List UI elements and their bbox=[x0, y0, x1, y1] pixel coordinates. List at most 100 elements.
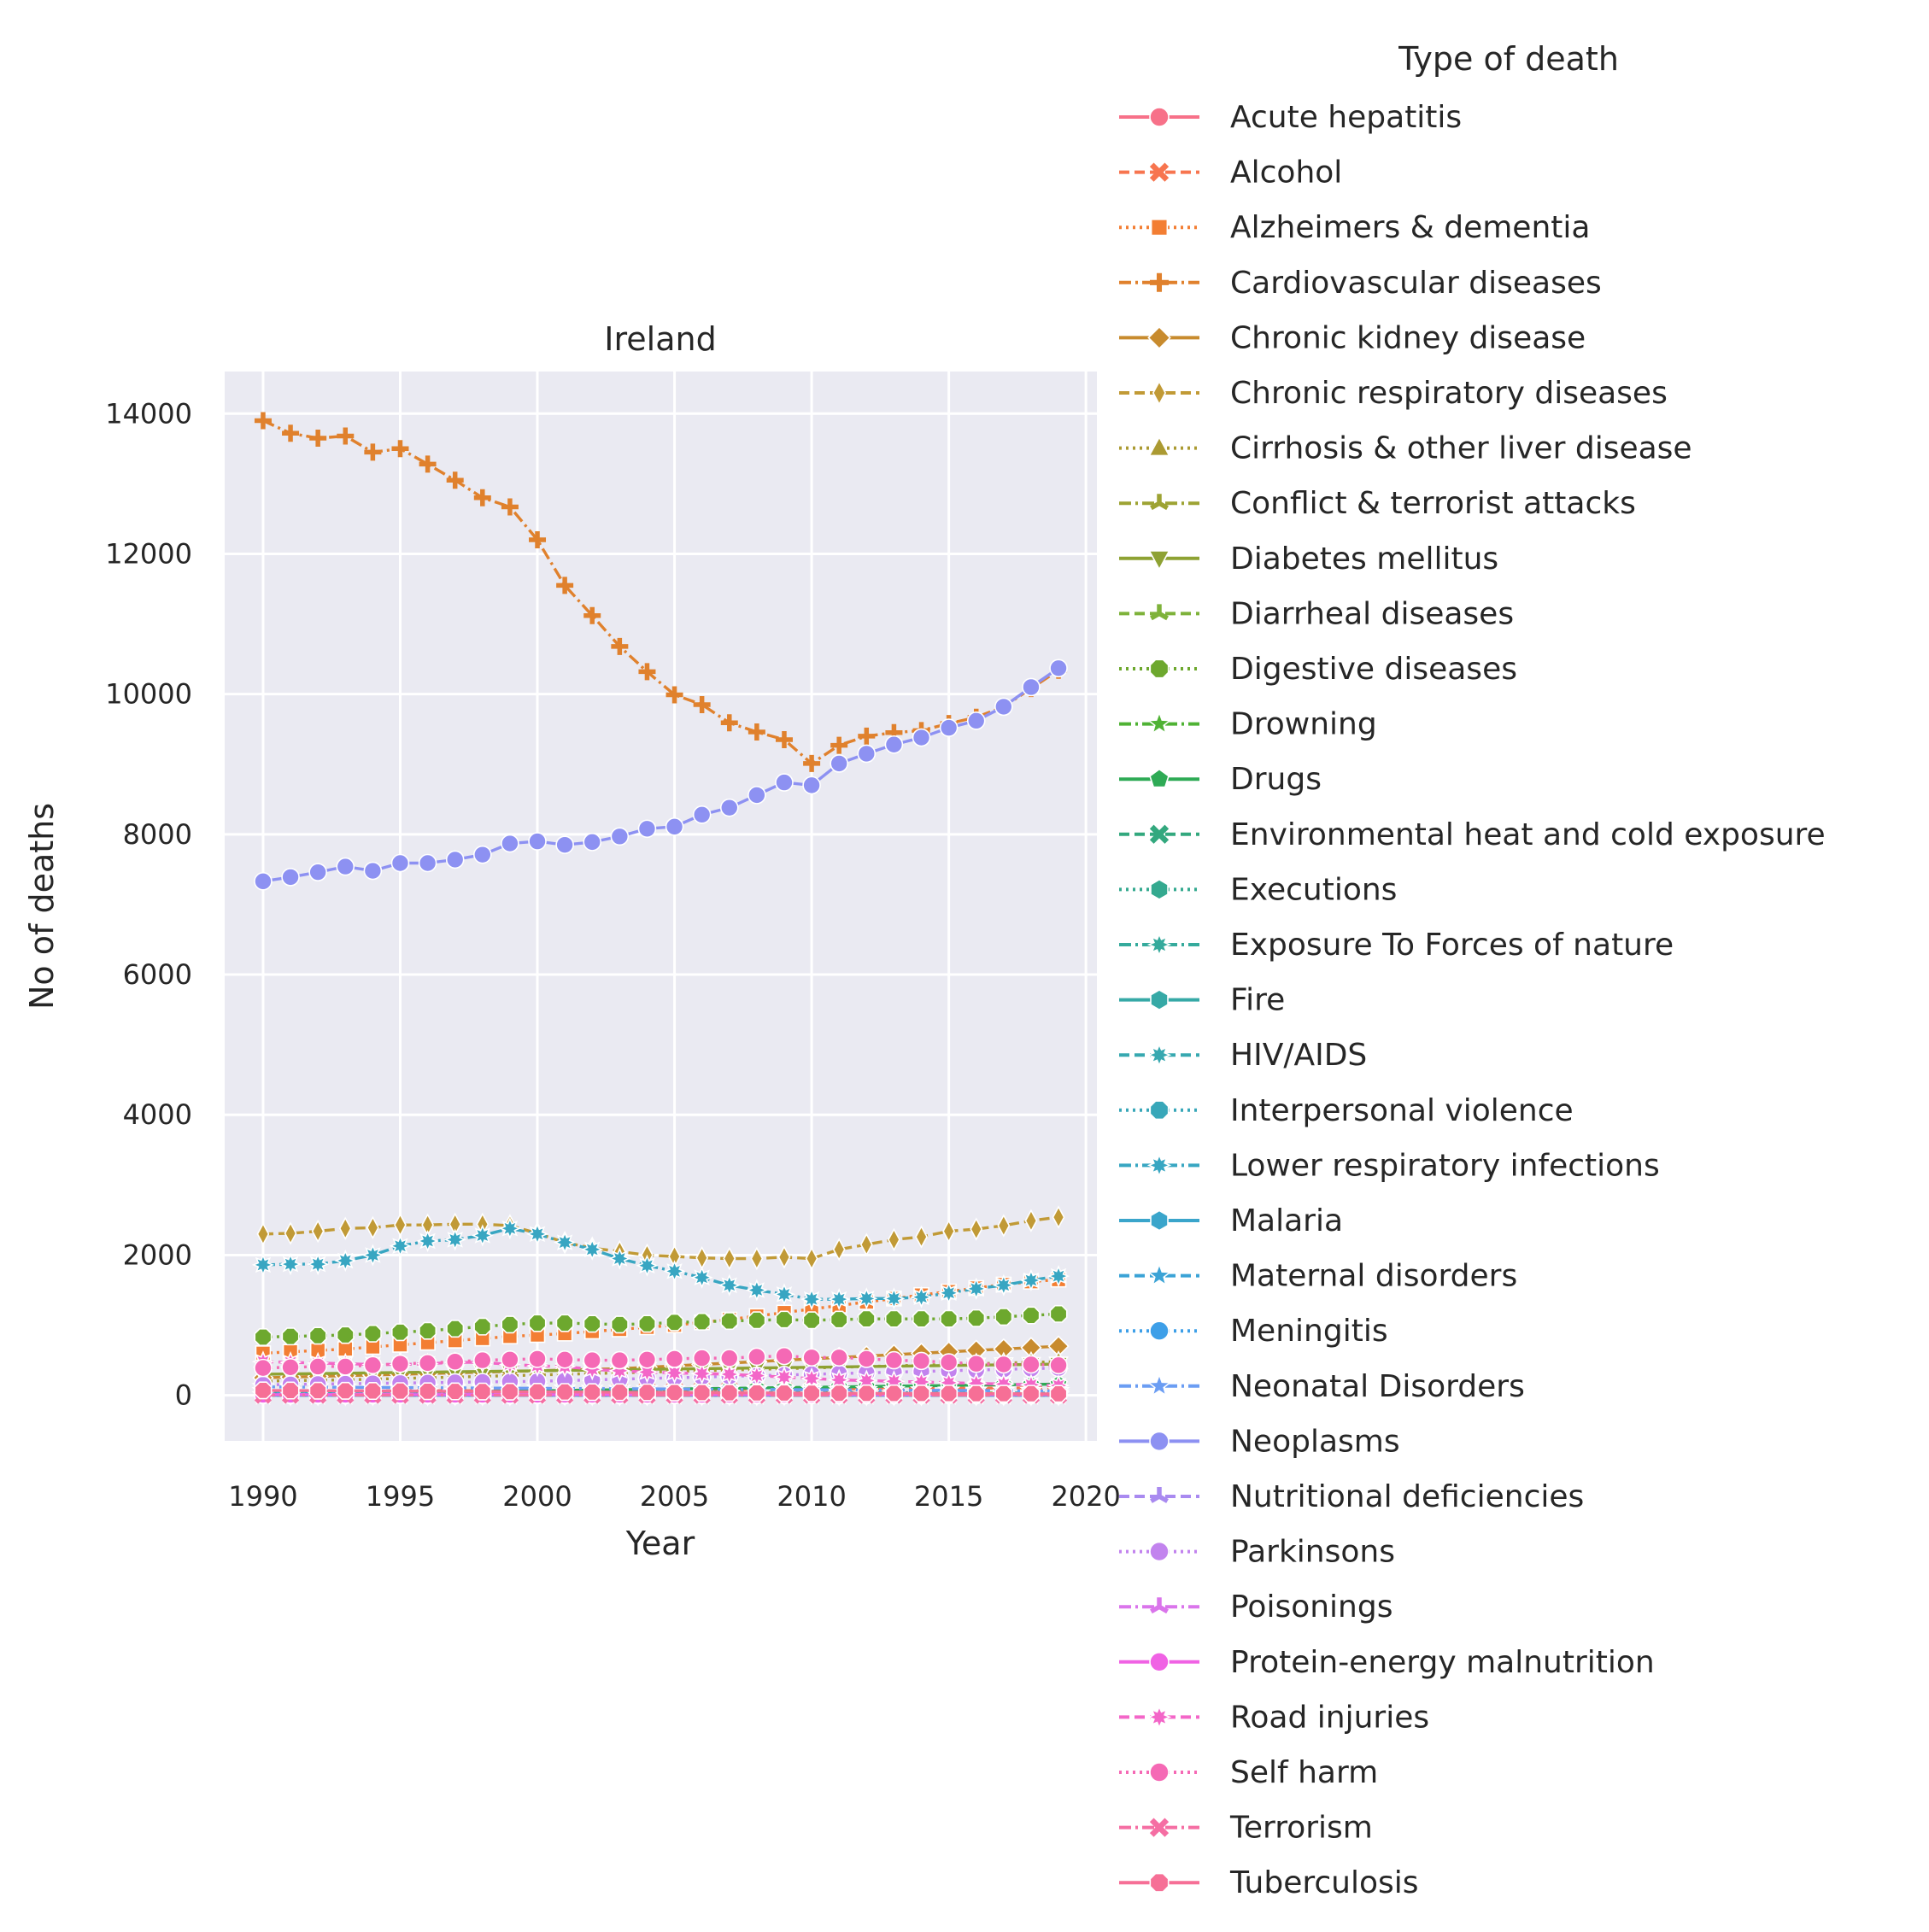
data-point bbox=[555, 1349, 574, 1369]
data-point bbox=[419, 1382, 437, 1401]
series-digestive-diseases bbox=[254, 1304, 1068, 1346]
data-point bbox=[775, 1346, 794, 1366]
data-point bbox=[501, 834, 519, 853]
legend-item-protein-energy-malnutrition: Protein-energy malnutrition bbox=[1119, 1645, 1655, 1680]
data-point bbox=[473, 845, 492, 864]
legend-label: Alcohol bbox=[1230, 155, 1342, 190]
legend-item-conflict-terrorist-attacks: Conflict & terrorist attacks bbox=[1119, 486, 1636, 521]
data-point bbox=[308, 1381, 327, 1400]
data-point bbox=[1049, 1385, 1068, 1403]
data-point bbox=[912, 1385, 931, 1402]
legend-item-drowning: Drowning bbox=[1119, 707, 1377, 742]
legend-marker bbox=[1147, 325, 1171, 350]
data-point bbox=[637, 1314, 656, 1333]
legend-label: Chronic kidney disease bbox=[1230, 320, 1586, 355]
data-point bbox=[884, 1350, 904, 1370]
data-point bbox=[311, 1219, 325, 1244]
legend-marker bbox=[1146, 1373, 1172, 1397]
data-point bbox=[884, 1384, 903, 1402]
legend-item-nutritional-deficiencies: Nutritional deficiencies bbox=[1119, 1479, 1584, 1514]
data-point bbox=[1022, 1355, 1041, 1374]
data-point bbox=[912, 728, 931, 747]
data-point bbox=[282, 424, 300, 442]
series-neoplasms bbox=[254, 659, 1068, 891]
data-point bbox=[690, 1266, 713, 1289]
legend-item-diabetes-mellitus: Diabetes mellitus bbox=[1119, 542, 1498, 577]
series-line bbox=[262, 1278, 1059, 1355]
legend-label: Protein-energy malnutrition bbox=[1230, 1645, 1655, 1680]
series-self-harm bbox=[254, 1346, 1068, 1378]
data-point bbox=[390, 1354, 410, 1373]
data-point bbox=[888, 1227, 900, 1252]
data-point bbox=[964, 1277, 988, 1300]
legend-label: Executions bbox=[1230, 872, 1397, 907]
data-point bbox=[719, 798, 739, 817]
legend-marker bbox=[1146, 1262, 1172, 1287]
data-point bbox=[748, 1384, 766, 1402]
legend-item-parkinsons: Parkinsons bbox=[1119, 1535, 1395, 1570]
data-point bbox=[256, 1222, 270, 1246]
data-point bbox=[992, 1273, 1015, 1297]
legend-marker bbox=[1150, 272, 1169, 292]
legend-item-hiv-aids: HIV/AIDS bbox=[1119, 1038, 1367, 1073]
data-point bbox=[748, 1347, 766, 1367]
data-point bbox=[830, 736, 848, 754]
data-point bbox=[748, 723, 765, 741]
data-point bbox=[830, 1348, 848, 1367]
data-point bbox=[777, 1245, 791, 1269]
data-point bbox=[802, 776, 821, 795]
data-point bbox=[748, 786, 766, 805]
y-axis-title: No of deaths bbox=[23, 803, 61, 1010]
legend-marker bbox=[1150, 878, 1169, 900]
data-point bbox=[336, 1381, 355, 1400]
data-point bbox=[745, 1279, 768, 1302]
data-point bbox=[636, 1254, 659, 1277]
legend-label: Terrorism bbox=[1229, 1811, 1373, 1846]
legend-marker bbox=[1146, 1705, 1172, 1730]
legend-item-cirrhosis-other-liver-disease: Cirrhosis & other liver disease bbox=[1119, 431, 1692, 466]
legend-marker bbox=[1146, 1153, 1172, 1178]
data-point bbox=[855, 1287, 878, 1310]
data-point bbox=[555, 1383, 574, 1402]
data-point bbox=[940, 1385, 959, 1403]
data-point bbox=[473, 1382, 492, 1401]
legend-marker bbox=[1149, 1541, 1170, 1562]
series-lower-respiratory-infections bbox=[251, 1217, 1070, 1311]
data-point bbox=[254, 1327, 273, 1346]
legend-item-environmental-heat-and-cold-exposure: Environmental heat and cold exposure bbox=[1119, 817, 1826, 852]
data-point bbox=[884, 1309, 903, 1328]
data-point bbox=[361, 1244, 384, 1267]
data-point bbox=[802, 1384, 821, 1402]
data-point bbox=[966, 1354, 986, 1373]
legend-label: Digestive diseases bbox=[1230, 652, 1517, 687]
data-point bbox=[608, 1247, 631, 1270]
legend-label: Conflict & terrorist attacks bbox=[1230, 486, 1636, 521]
data-point bbox=[748, 1311, 766, 1330]
legend-label: Meningitis bbox=[1230, 1314, 1388, 1349]
data-point bbox=[967, 1308, 986, 1327]
y-tick-label: 6000 bbox=[123, 958, 192, 991]
data-point bbox=[610, 1383, 629, 1402]
data-point bbox=[859, 1232, 873, 1256]
legend-label: Drowning bbox=[1230, 707, 1377, 742]
legend-label: Chronic respiratory diseases bbox=[1230, 376, 1668, 411]
data-point bbox=[1049, 659, 1068, 678]
data-point bbox=[419, 1321, 437, 1340]
data-point bbox=[637, 1349, 657, 1369]
data-point bbox=[939, 718, 959, 737]
data-point bbox=[832, 1238, 846, 1262]
data-point bbox=[857, 1349, 877, 1368]
data-point bbox=[940, 1309, 959, 1328]
data-point bbox=[718, 1273, 741, 1297]
data-point bbox=[1047, 1265, 1070, 1288]
data-point bbox=[665, 817, 684, 836]
data-point bbox=[336, 1357, 355, 1376]
legend-item-interpersonal-violence: Interpersonal violence bbox=[1119, 1093, 1574, 1128]
data-point bbox=[693, 695, 711, 713]
data-point bbox=[281, 1358, 300, 1377]
data-point bbox=[912, 1351, 931, 1371]
legend-title: Type of death bbox=[1398, 40, 1619, 78]
legend-item-chronic-kidney-disease: Chronic kidney disease bbox=[1119, 320, 1586, 355]
legend-marker bbox=[1149, 659, 1170, 679]
data-point bbox=[775, 1310, 794, 1329]
